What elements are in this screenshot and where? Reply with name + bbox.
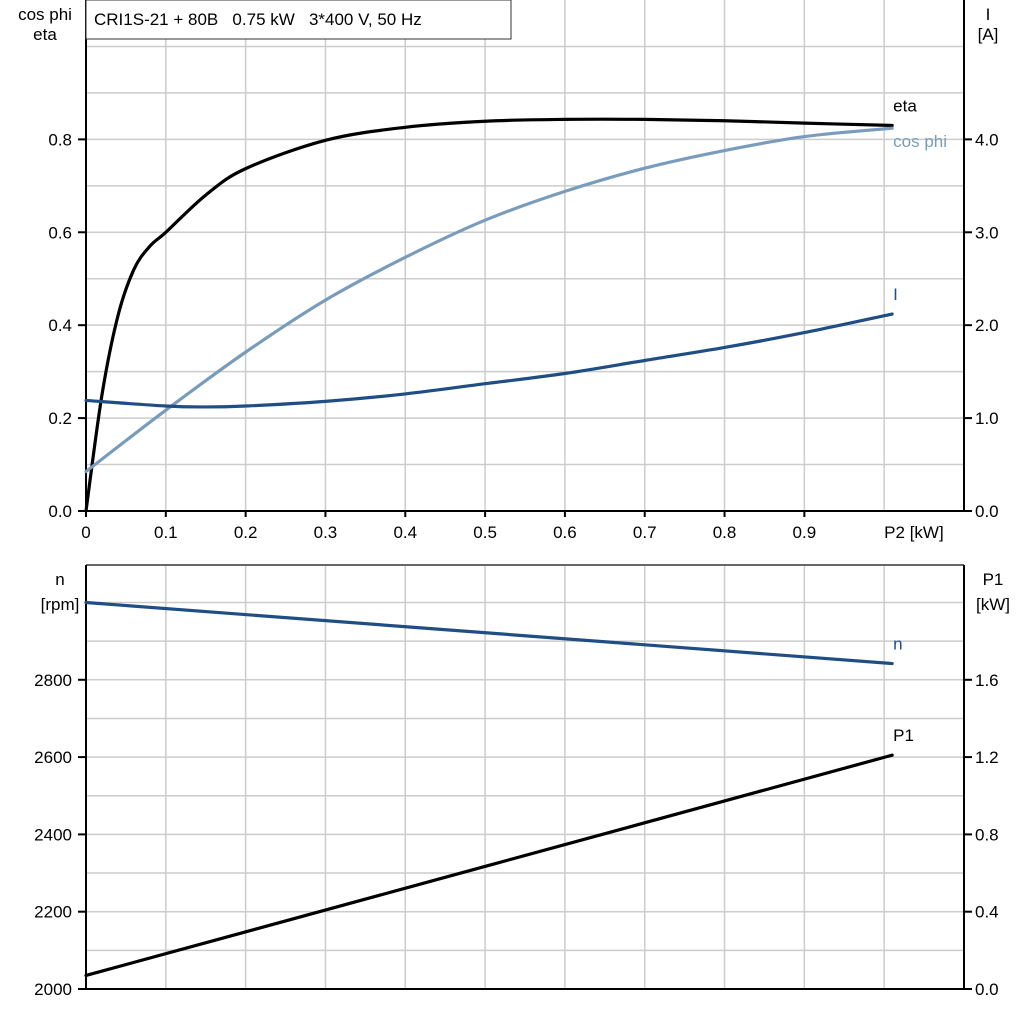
y-tick-label-right: 0.8 — [975, 825, 999, 844]
series-label-eta: eta — [893, 96, 917, 115]
x-axis-label: P2 [kW] — [884, 523, 944, 542]
y-tick-label-left: 2600 — [34, 748, 72, 767]
y-tick-label-right: 0.4 — [975, 903, 999, 922]
y-tick-label-right: 3.0 — [975, 223, 999, 242]
series-label-i: I — [893, 285, 898, 304]
y-tick-label-left: 0.4 — [48, 316, 72, 335]
x-tick-label: 0.5 — [473, 523, 497, 542]
y-tick-label-left: 0.8 — [48, 130, 72, 149]
x-tick-label: 0.4 — [393, 523, 417, 542]
x-tick-label: 0.8 — [713, 523, 737, 542]
y-axis-label-left: n — [55, 570, 64, 589]
series-line-p1 — [84, 753, 894, 978]
series-label-n: n — [893, 635, 902, 654]
series-label-cos-phi: cos phi — [893, 132, 947, 151]
y-axis-label-left: [rpm] — [41, 595, 80, 614]
y-tick-label-left: 2400 — [34, 825, 72, 844]
x-tick-label: 0.9 — [793, 523, 817, 542]
y-tick-label-left: 2000 — [34, 980, 72, 999]
x-tick-label: 0.7 — [633, 523, 657, 542]
series-line-n — [84, 600, 894, 666]
y-axis-label-right: P1 — [983, 570, 1004, 589]
y-tick-label-right: 0.0 — [975, 502, 999, 521]
y-tick-label-right: 0.0 — [975, 980, 999, 999]
series-line-cos-phi — [84, 126, 894, 474]
y-tick-label-left: 0.6 — [48, 223, 72, 242]
y-axis-label-left: eta — [33, 25, 57, 44]
series-line-i — [84, 312, 894, 409]
x-tick-label: 0.6 — [553, 523, 577, 542]
y-tick-label-left: 0.2 — [48, 409, 72, 428]
y-axis-label-right: [kW] — [976, 595, 1010, 614]
x-tick-label: 0.2 — [234, 523, 258, 542]
title-box: CRI1S-21 + 80B 0.75 kW 3*400 V, 50 Hz — [85, 0, 512, 40]
y-tick-label-left: 2200 — [34, 903, 72, 922]
y-tick-label-right: 2.0 — [975, 316, 999, 335]
chart-title: CRI1S-21 + 80B 0.75 kW 3*400 V, 50 Hz — [94, 10, 422, 29]
top-chart: 0.0 0.2 0.4 0.6 0.8 0.0 1.0 2.0 3.0 4.0 0 0.1 0.2 0.3… — [18, 0, 999, 542]
y-axis-label-right: I — [986, 5, 991, 24]
x-tick-label: 0 — [81, 523, 90, 542]
y-tick-label-right: 4.0 — [975, 130, 999, 149]
y-tick-label-right: 1.0 — [975, 409, 999, 428]
y-tick-label-left: 0.0 — [48, 502, 72, 521]
bottom-chart: 2000 2200 2400 2600 2800 0.0 0.4 0.8 1.2 1.6 n [rpm… — [34, 564, 1010, 999]
series-label-p1: P1 — [893, 726, 914, 745]
series-line-eta — [84, 117, 894, 513]
y-axis-label-right: [A] — [978, 25, 999, 44]
x-tick-label: 0.1 — [154, 523, 178, 542]
y-tick-label-right: 1.6 — [975, 671, 999, 690]
y-tick-label-right: 1.2 — [975, 748, 999, 767]
x-tick-label: 0.3 — [314, 523, 338, 542]
y-tick-label-left: 2800 — [34, 671, 72, 690]
y-axis-label-left: cos phi — [18, 5, 72, 24]
